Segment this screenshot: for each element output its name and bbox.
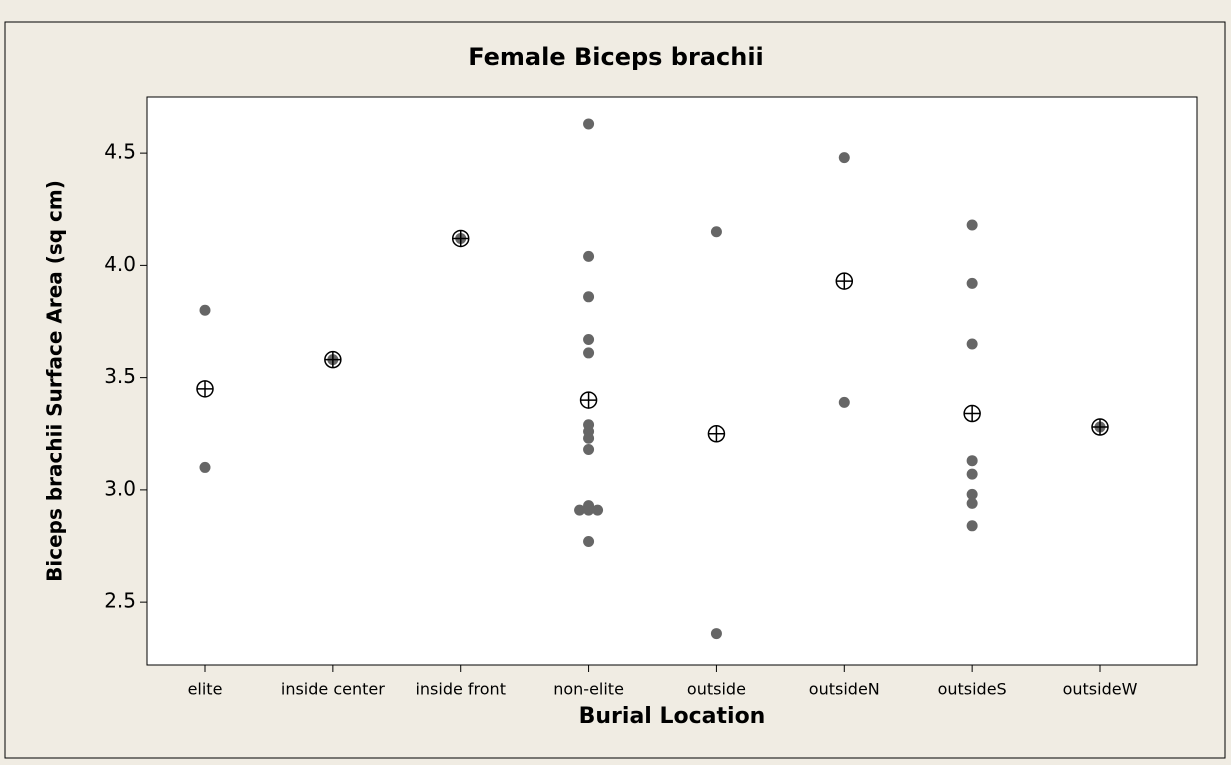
data-point — [838, 152, 850, 164]
data-point — [966, 455, 978, 467]
data-point — [583, 504, 595, 516]
y-tick-label: 3.0 — [104, 476, 136, 500]
x-axis-label: Burial Location — [579, 704, 766, 729]
x-tick-label: outsideN — [809, 680, 880, 699]
y-tick-label: 3.5 — [104, 364, 136, 388]
data-point — [966, 520, 978, 532]
data-point — [966, 488, 978, 500]
y-tick-label: 4.0 — [104, 252, 136, 276]
data-point — [583, 118, 595, 130]
data-point — [710, 628, 722, 640]
data-point — [583, 432, 595, 444]
data-point — [199, 304, 211, 316]
mean-cross — [197, 380, 213, 397]
mean-cross — [452, 230, 469, 247]
data-point — [966, 219, 978, 231]
data-point — [966, 468, 978, 480]
y-tick-label: 2.5 — [104, 589, 136, 613]
data-point — [966, 277, 978, 289]
data-point — [592, 504, 604, 516]
x-tick-label: non-elite — [553, 680, 624, 699]
x-tick-label: outsideW — [1063, 680, 1138, 699]
mean-cross — [1092, 419, 1108, 436]
data-point — [838, 396, 850, 408]
data-point — [583, 443, 595, 455]
mean-cross — [580, 392, 597, 409]
x-tick-label: outside — [687, 680, 746, 699]
data-point — [966, 338, 978, 350]
data-point — [199, 461, 211, 473]
mean-cross — [708, 425, 725, 442]
data-point — [583, 291, 595, 303]
plot-area — [146, 96, 1198, 666]
data-point — [710, 226, 722, 238]
mean-cross — [324, 351, 341, 368]
data-point — [583, 347, 595, 359]
data-point — [574, 504, 586, 516]
x-tick-label: outsideS — [938, 680, 1007, 699]
data-point — [583, 536, 595, 548]
y-axis-label: Biceps brachii Surface Area (sq cm) — [43, 180, 67, 582]
data-point — [966, 497, 978, 509]
x-tick-label: elite — [188, 680, 223, 699]
chart-title: Female Biceps brachii — [468, 43, 764, 71]
data-point — [583, 333, 595, 345]
data-point — [583, 250, 595, 262]
mean-cross — [836, 273, 853, 290]
x-tick-label: inside front — [415, 680, 506, 699]
y-tick-label: 4.5 — [104, 140, 136, 164]
x-tick-label: inside center — [281, 680, 385, 699]
mean-cross — [964, 405, 981, 422]
